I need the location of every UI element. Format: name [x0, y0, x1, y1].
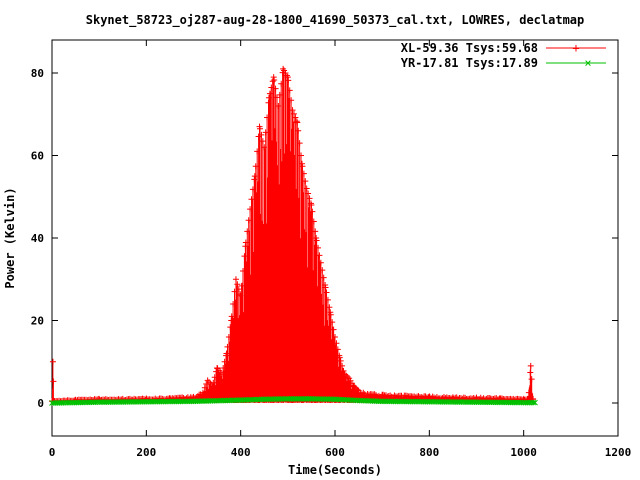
- x-axis: 0 200 400 600 800 1000 1200: [49, 40, 632, 459]
- series-markers: [49, 396, 538, 406]
- y-tick-label: 20: [31, 315, 44, 328]
- x-tick-label: 200: [136, 446, 156, 459]
- x-axis-label: Time(Seconds): [288, 463, 382, 477]
- y-tick-label: 40: [31, 232, 44, 245]
- x-tick-label: 600: [325, 446, 345, 459]
- x-tick-label: 1200: [605, 446, 632, 459]
- series-line: [51, 68, 534, 403]
- legend-marker-yr: ×: [584, 56, 591, 70]
- y-tick-label: 80: [31, 67, 44, 80]
- chart-title: Skynet_58723_oj287-aug-28-1800_41690_503…: [86, 13, 585, 28]
- x-tick-label: 1000: [510, 446, 537, 459]
- y-axis: 0 20 40 60 80: [31, 67, 618, 410]
- x-tick-label: 400: [231, 446, 251, 459]
- series-0: [49, 65, 537, 405]
- legend: XL-59.36 Tsys:59.68 + YR-17.81 Tsys:17.8…: [401, 41, 606, 70]
- legend-marker-xl: +: [572, 41, 579, 55]
- y-tick-label: 60: [31, 150, 44, 163]
- legend-label-yr: YR-17.81 Tsys:17.89: [401, 56, 538, 70]
- y-tick-label: 0: [37, 397, 44, 410]
- x-tick-label: 0: [49, 446, 56, 459]
- series-layer: [49, 65, 538, 406]
- x-tick-label: 800: [419, 446, 439, 459]
- y-axis-label: Power (Kelvin): [3, 187, 17, 288]
- series-1: [49, 396, 538, 406]
- legend-label-xl: XL-59.36 Tsys:59.68: [401, 41, 538, 55]
